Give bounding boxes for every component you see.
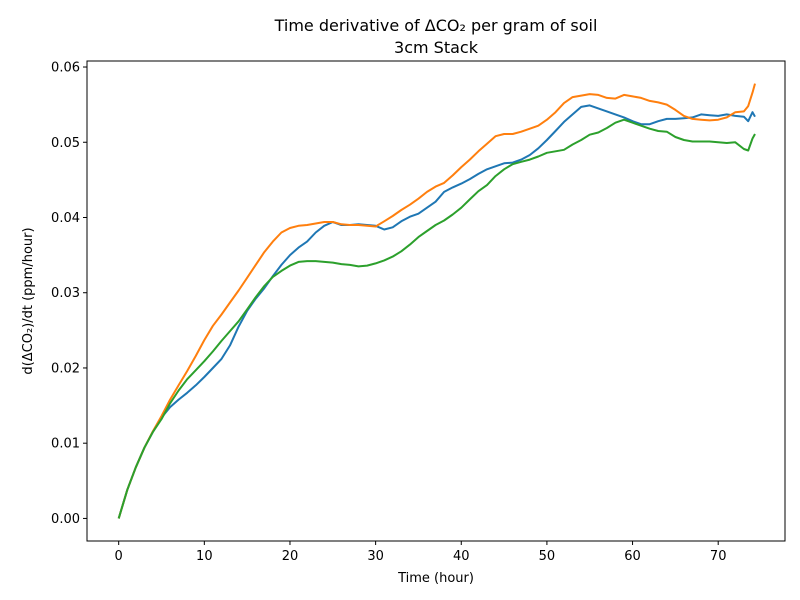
x-tick-label: 0 [115,549,123,564]
plot-frame [86,60,786,542]
y-tick-label: 0.03 [51,286,80,301]
series-layer [117,83,756,519]
y-tick-label: 0.05 [51,136,80,151]
x-axis: 0 10 20 30 40 50 60 70 [115,541,727,564]
y-tick-label: 0.06 [51,61,80,76]
y-axis-label: d(ΔCO₂)/dt (ppm/hour) [21,227,36,374]
x-tick-label: 30 [367,549,384,564]
y-tick-label: 0.00 [51,512,80,527]
y-tick-label: 0.01 [51,437,80,452]
x-tick-label: 50 [539,549,556,564]
series-line-1 [117,104,756,519]
x-tick-label: 40 [453,549,470,564]
x-tick-label: 20 [282,549,299,564]
series-line-2 [117,83,756,519]
x-tick-label: 60 [624,549,641,564]
y-axis: 0.00 0.01 0.02 0.03 0.04 0.05 0.06 [51,61,87,527]
x-tick-label: 70 [710,549,727,564]
chart-title: Time derivative of ΔCO₂ per gram of soil [274,16,598,35]
x-tick-label: 10 [196,549,213,564]
x-axis-label: Time (hour) [397,571,474,586]
y-tick-label: 0.04 [51,211,80,226]
chart-subtitle: 3cm Stack [394,38,479,57]
series-line-3 [117,118,756,519]
y-tick-label: 0.02 [51,361,80,376]
